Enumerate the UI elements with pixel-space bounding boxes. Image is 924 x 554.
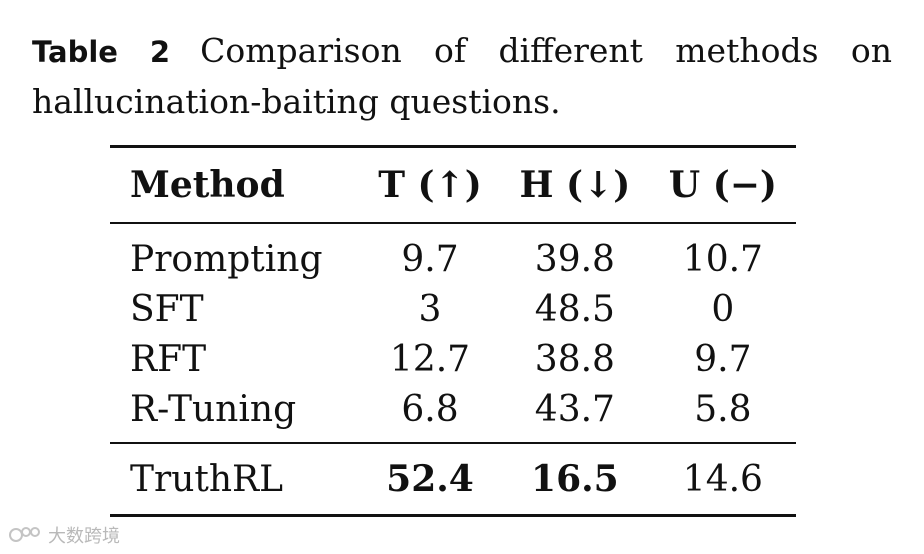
header-u: U (−) <box>649 145 796 224</box>
watermark: 大数跨境 <box>8 522 120 548</box>
u-cell: 0 <box>711 288 735 330</box>
h-cell: 16.5 <box>500 442 650 517</box>
highlight-row: TruthRL 52.4 16.5 14.6 <box>110 442 796 517</box>
t-cell: 9.7 <box>401 238 459 280</box>
h-cell: 48.5 <box>534 288 615 330</box>
h-cell: 43.7 <box>534 388 615 430</box>
table-row: R-Tuning 6.8 43.7 5.8 <box>110 384 796 443</box>
t-cell: 3 <box>418 288 442 330</box>
u-cell: 5.8 <box>694 388 752 430</box>
table-caption: Table 2 Comparison of different methods o… <box>32 26 892 127</box>
method-cell: RFT <box>130 338 207 380</box>
caption-label: Table 2 <box>32 35 171 69</box>
method-cell: Prompting <box>130 238 323 280</box>
caption-text: Comparison of different methods on hallu… <box>32 31 892 121</box>
u-cell: 9.7 <box>694 338 752 380</box>
table-header-row: Method T (↑) H (↓) U (−) <box>110 145 796 224</box>
u-cell: 10.7 <box>682 238 763 280</box>
u-cell: 14.6 <box>649 442 796 517</box>
method-cell: TruthRL <box>110 442 360 517</box>
method-cell: R-Tuning <box>130 388 297 430</box>
h-cell: 38.8 <box>534 338 615 380</box>
table-row: Prompting 9.7 39.8 10.7 <box>110 223 796 284</box>
t-cell: 6.8 <box>401 388 459 430</box>
table-row: SFT 3 48.5 0 <box>110 284 796 334</box>
watermark-text: 大数跨境 <box>48 526 120 547</box>
results-table: Method T (↑) H (↓) U (−) Prompting 9.7 3… <box>110 145 796 517</box>
table-row: RFT 12.7 38.8 9.7 <box>110 334 796 384</box>
method-cell: SFT <box>130 288 204 330</box>
t-cell: 52.4 <box>360 442 500 517</box>
h-cell: 39.8 <box>534 238 615 280</box>
t-cell: 12.7 <box>389 338 471 380</box>
header-method: Method <box>110 145 360 224</box>
logo-icon <box>9 527 40 542</box>
header-t: T (↑) <box>360 145 500 224</box>
header-h: H (↓) <box>500 145 650 224</box>
